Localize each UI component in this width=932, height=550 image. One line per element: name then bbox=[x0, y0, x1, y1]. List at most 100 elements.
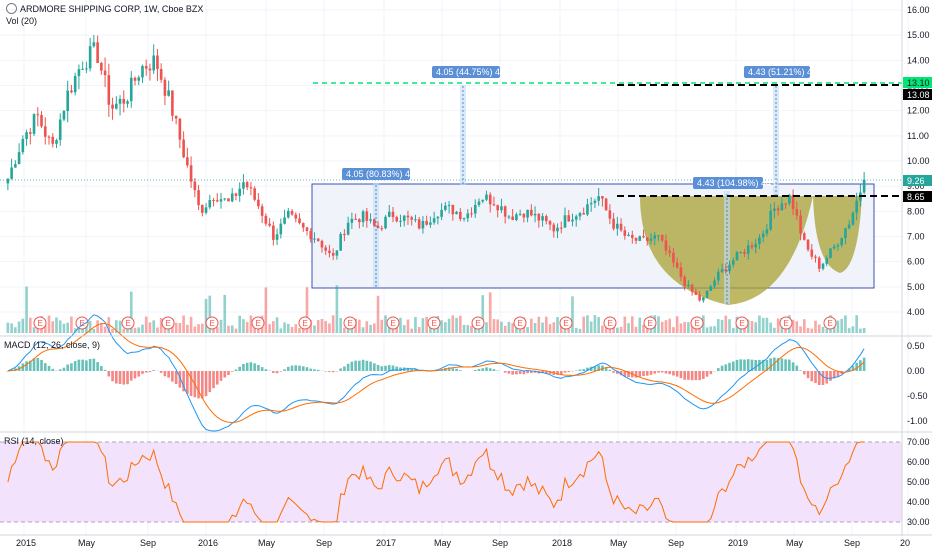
macd-histogram-bar bbox=[832, 371, 836, 379]
volume-bar bbox=[589, 321, 593, 333]
volume-bar bbox=[275, 317, 279, 333]
candle-body bbox=[485, 194, 488, 200]
volume-bar bbox=[496, 319, 500, 333]
candle-body bbox=[739, 252, 743, 254]
macd-histogram-bar bbox=[275, 371, 279, 374]
volume-bar bbox=[402, 325, 406, 333]
candle-body bbox=[559, 227, 563, 229]
candle-body bbox=[28, 132, 32, 134]
measure-band-4 bbox=[773, 86, 779, 196]
candle-body bbox=[141, 66, 144, 78]
volume-bar bbox=[481, 295, 485, 333]
volume-bar bbox=[724, 315, 728, 333]
volume-bar bbox=[309, 320, 313, 333]
volume-bar bbox=[821, 326, 825, 333]
candle-body bbox=[836, 245, 840, 247]
macd-histogram-bar bbox=[384, 365, 387, 371]
volume-bar bbox=[488, 292, 492, 333]
earnings-icon bbox=[386, 316, 400, 330]
macd-histogram-bar bbox=[705, 371, 709, 377]
rsi-label: RSI (14, close) bbox=[4, 436, 64, 446]
macd-histogram-bar bbox=[515, 371, 518, 375]
macd-histogram-bar bbox=[728, 362, 731, 371]
macd-histogram-bar bbox=[391, 365, 395, 371]
earnings-icon-label: E bbox=[126, 319, 131, 328]
volume-bar bbox=[215, 327, 219, 333]
macd-signal-line bbox=[7, 322, 865, 424]
candle-body bbox=[21, 138, 25, 153]
candle-body bbox=[264, 215, 268, 224]
macd-histogram-bar bbox=[533, 371, 537, 373]
volume-bar bbox=[844, 315, 847, 333]
macd-histogram-bar bbox=[664, 371, 668, 374]
earnings-icon-label: E bbox=[518, 319, 523, 328]
candle-body bbox=[227, 198, 230, 202]
candle-body bbox=[253, 188, 256, 200]
volume-bar bbox=[85, 325, 88, 333]
macd-histogram-bar bbox=[219, 371, 223, 381]
macd-histogram-bar bbox=[548, 371, 552, 374]
macd-histogram-bar bbox=[354, 360, 357, 371]
candle-body bbox=[473, 204, 477, 214]
volume-bar bbox=[769, 322, 772, 333]
macd-histogram-bar bbox=[851, 365, 855, 371]
volume-bar bbox=[406, 319, 410, 333]
candle-body bbox=[743, 252, 746, 254]
macd-histogram-bar bbox=[77, 359, 81, 371]
price-tick-label: 4.00 bbox=[907, 307, 925, 317]
macd-histogram-bar bbox=[567, 371, 571, 373]
volume-bar bbox=[286, 323, 290, 333]
macd-histogram-bar bbox=[257, 364, 260, 371]
volume-bar bbox=[111, 328, 114, 333]
volume-bar bbox=[264, 287, 268, 333]
macd-tick-label: -1.00 bbox=[907, 416, 928, 426]
volume-bar bbox=[791, 319, 795, 333]
macd-histogram-bar bbox=[817, 371, 821, 385]
volume-bar bbox=[754, 322, 758, 333]
volume-bar bbox=[586, 315, 589, 333]
candle-body bbox=[582, 213, 586, 215]
volume-bar bbox=[825, 328, 829, 333]
candle-body bbox=[92, 42, 96, 47]
candle-body bbox=[780, 203, 784, 211]
macd-histogram-bar bbox=[223, 371, 227, 378]
ann-cup-target: 4.43 (51.21%) 443 bbox=[748, 67, 822, 77]
tag-last-bg bbox=[903, 175, 932, 186]
macd-histogram-bar bbox=[414, 369, 417, 371]
volume-bar bbox=[129, 291, 133, 333]
macd-histogram-bar bbox=[260, 367, 264, 371]
candle-body bbox=[451, 204, 455, 215]
macd-histogram-bar bbox=[657, 371, 660, 373]
candle-body bbox=[14, 164, 17, 168]
macd-histogram-bar bbox=[182, 371, 185, 392]
macd-label: MACD (12, 26, close, 9) bbox=[4, 340, 101, 350]
macd-panel bbox=[6, 314, 866, 432]
candle-body bbox=[653, 235, 657, 239]
candle-body bbox=[616, 223, 619, 229]
candle-body bbox=[77, 69, 81, 77]
volume-bar bbox=[163, 327, 167, 333]
candle-body bbox=[488, 194, 492, 205]
candle-body bbox=[840, 238, 844, 246]
volume-bar bbox=[279, 328, 283, 333]
rsi-line bbox=[7, 441, 865, 523]
earnings-icon-label: E bbox=[391, 319, 396, 328]
macd-histogram-bar bbox=[765, 359, 769, 371]
candle-body bbox=[649, 238, 653, 241]
candle-body bbox=[324, 247, 328, 251]
earnings-icon bbox=[161, 316, 175, 330]
candle-body bbox=[477, 201, 481, 205]
time-tick-label: Sep bbox=[492, 538, 508, 548]
volume-bar bbox=[96, 320, 99, 333]
macd-histogram-bar bbox=[114, 371, 118, 384]
candle-body bbox=[556, 227, 559, 232]
macd-histogram-bar bbox=[36, 357, 40, 371]
price-tick-label: 5.00 bbox=[907, 282, 925, 292]
macd-histogram-bar bbox=[133, 371, 137, 379]
volume-bar bbox=[473, 325, 477, 333]
candle-body bbox=[444, 205, 447, 210]
earnings-icon bbox=[33, 316, 47, 330]
candle-body bbox=[343, 233, 346, 235]
candle-body bbox=[182, 139, 185, 158]
